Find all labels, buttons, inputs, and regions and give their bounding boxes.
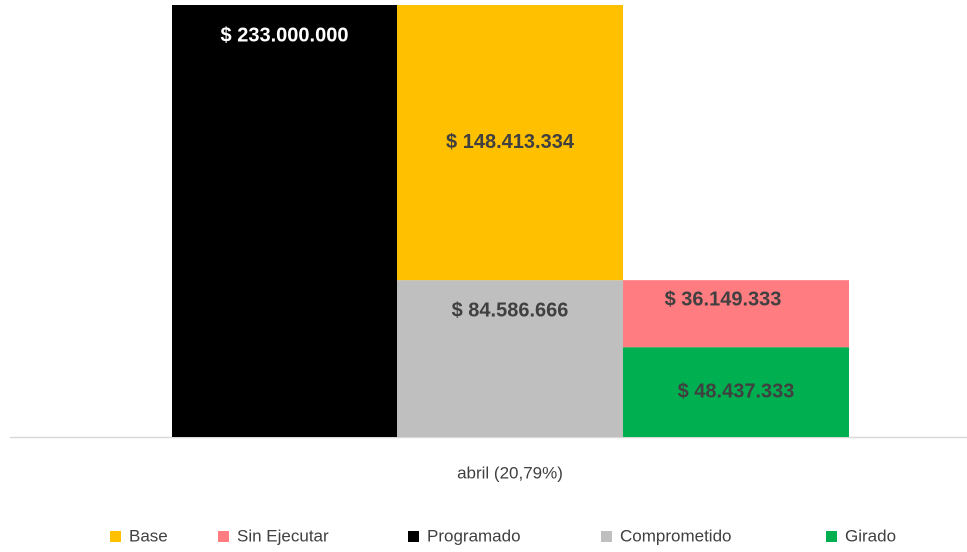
legend-label: Comprometido bbox=[620, 526, 732, 545]
legend-swatch bbox=[218, 531, 229, 542]
legend-swatch bbox=[826, 531, 837, 542]
legend-label: Base bbox=[129, 526, 168, 545]
legend-label: Sin Ejecutar bbox=[237, 526, 329, 545]
bar bbox=[397, 280, 623, 437]
legend-label: Girado bbox=[845, 526, 896, 545]
bar bbox=[623, 347, 849, 437]
legend-swatch bbox=[110, 531, 121, 542]
data-label: $ 48.437.333 bbox=[678, 380, 795, 402]
legend-swatch bbox=[408, 531, 419, 542]
data-label: $ 36.149.333 bbox=[665, 288, 782, 310]
legend-swatch bbox=[601, 531, 612, 542]
legend-label: Programado bbox=[427, 526, 521, 545]
data-label: $ 148.413.334 bbox=[446, 131, 575, 153]
data-label: $ 233.000.000 bbox=[221, 24, 349, 46]
bar bbox=[623, 280, 849, 348]
bar bbox=[397, 5, 623, 281]
x-tick-label: abril (20,79%) bbox=[457, 463, 563, 482]
data-label: $ 84.586.666 bbox=[452, 299, 569, 321]
bar bbox=[172, 5, 397, 437]
